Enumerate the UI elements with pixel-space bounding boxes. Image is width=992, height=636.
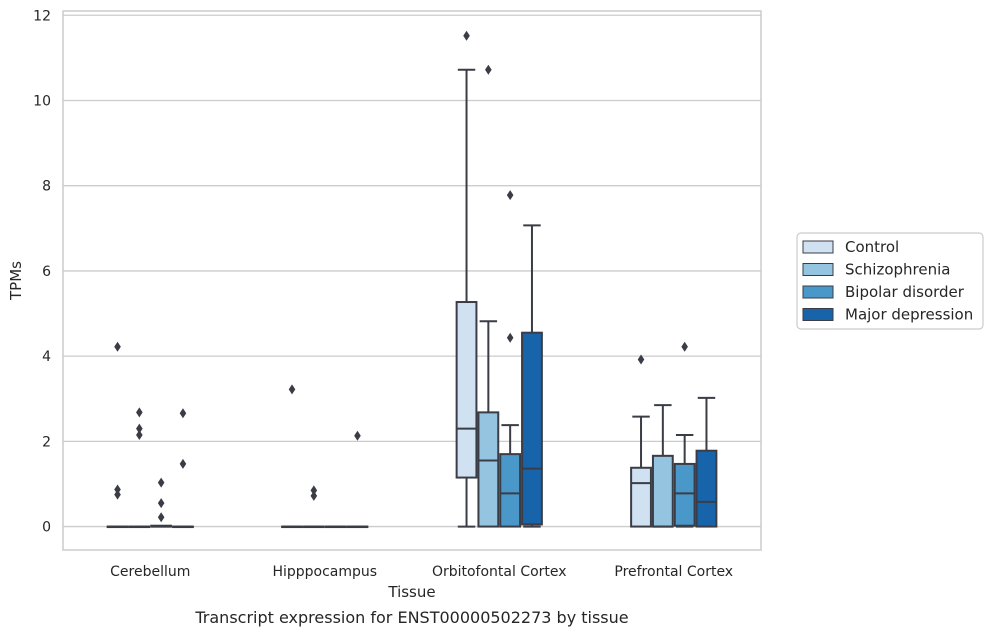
x-tick-labels: Cerebellum Hipppocampus Orbitofontal Corte… (110, 564, 733, 580)
y-tick-label: 0 (42, 520, 51, 536)
outlier-point (136, 423, 143, 434)
outlier-point (310, 490, 318, 501)
box-schizophrenia (651, 404, 674, 528)
box-plots (106, 30, 718, 529)
y-tick-label: 8 (42, 179, 51, 195)
box (673, 462, 696, 527)
box (695, 449, 718, 528)
box-bipolar-disorder (499, 190, 522, 528)
box (521, 331, 543, 526)
box-bipolar-disorder (324, 525, 347, 529)
legend: Control Schizophrenia Bipolar disorder Majo… (796, 232, 984, 330)
y-gridlines (63, 14, 761, 528)
x-axis-label: Tissue (387, 583, 435, 601)
box-control (455, 30, 478, 528)
legend-label: Major depression (845, 306, 973, 324)
x-tick-label: Hipppocampus (272, 564, 377, 580)
outlier-point (179, 408, 187, 419)
legend-swatch (802, 285, 834, 299)
x-tick-label: Orbitofontal Cortex (432, 564, 567, 580)
outlier-point (114, 484, 121, 495)
box-control (281, 384, 303, 529)
legend-swatch (802, 308, 834, 321)
box (499, 453, 522, 528)
outlier-point (681, 341, 688, 352)
outlier-point (463, 30, 470, 41)
box (455, 301, 478, 479)
box (477, 411, 500, 528)
outlier-point (114, 489, 121, 500)
legend-label: Control (845, 238, 899, 256)
box-major-depression (172, 408, 194, 529)
outlier-point (136, 407, 143, 418)
outlier-point (310, 485, 318, 496)
y-tick-label: 10 (33, 93, 51, 109)
box-control (630, 354, 652, 528)
box (651, 454, 674, 528)
box-major-depression (521, 224, 543, 528)
box-major-depression (695, 396, 718, 528)
outlier-point (288, 384, 296, 395)
outlier-point (157, 477, 165, 488)
legend-swatch (802, 240, 834, 254)
outlier-point (114, 341, 121, 352)
box-bipolar-disorder (150, 477, 173, 528)
box-schizophrenia (128, 407, 151, 529)
y-axis-label: TPMs (7, 261, 25, 301)
outlier-point (157, 512, 165, 523)
box-bipolar-disorder (673, 341, 696, 528)
box (630, 466, 652, 528)
chart-caption: Transcript expression for ENST0000050227… (194, 608, 628, 627)
outlier-point (506, 332, 514, 343)
y-tick-label: 2 (42, 434, 51, 450)
legend-label: Schizophrenia (845, 261, 950, 279)
y-tick-labels: 0 2 4 6 8 10 12 (33, 8, 51, 535)
outlier-point (179, 458, 187, 469)
legend-frame (796, 232, 984, 330)
outlier-point (157, 498, 165, 509)
outlier-point (506, 190, 514, 201)
box-schizophrenia (477, 64, 500, 528)
box-major-depression (346, 430, 369, 529)
outlier-point (136, 429, 143, 440)
y-tick-label: 12 (33, 8, 51, 24)
legend-swatch (802, 263, 834, 276)
legend-label: Bipolar disorder (845, 283, 965, 301)
outlier-point (485, 64, 492, 75)
y-tick-label: 4 (42, 349, 51, 365)
outlier-point (637, 354, 645, 365)
x-tick-label: Prefrontal Cortex (614, 564, 733, 580)
box-schizophrenia (302, 485, 325, 529)
y-tick-label: 6 (42, 264, 51, 280)
plot-frame (62, 10, 762, 551)
box-control (106, 341, 129, 529)
x-tick-label: Cerebellum (110, 564, 190, 580)
outlier-point (354, 430, 361, 441)
